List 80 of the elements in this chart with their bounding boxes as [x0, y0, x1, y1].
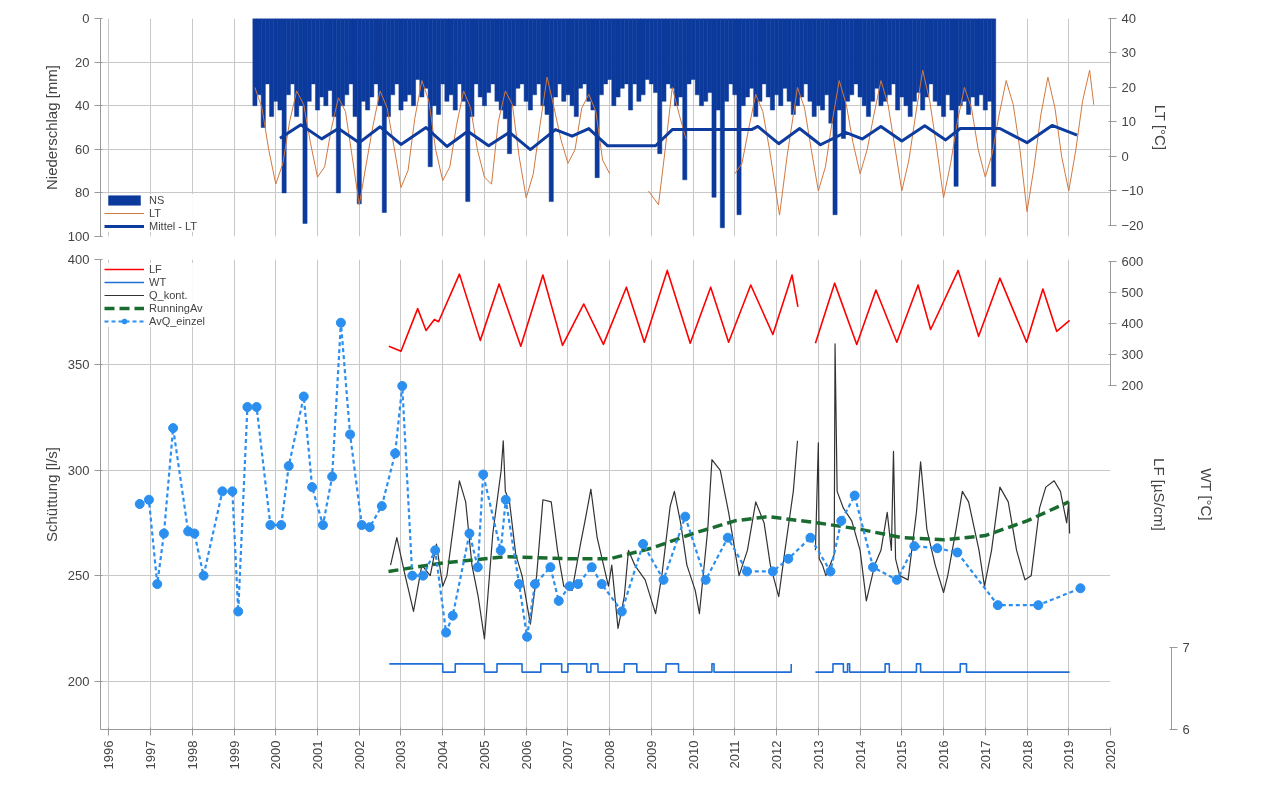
y-tick-label: 200 — [67, 673, 90, 689]
x-tick-label: 1996 — [101, 740, 117, 770]
y-tick-label: 250 — [67, 568, 90, 584]
y-tick-label: 20 — [75, 54, 90, 70]
bar — [941, 18, 946, 117]
bar — [628, 18, 633, 111]
legend-label: RunningAv — [149, 302, 203, 314]
y2-tick-label: 30 — [1121, 45, 1136, 61]
x-tick-label: 2007 — [560, 740, 576, 770]
y2-tick-label: −10 — [1121, 183, 1144, 199]
y2-tick-label: 300 — [1121, 347, 1144, 363]
x-tick-label: 2003 — [393, 740, 409, 770]
bar — [907, 18, 913, 117]
bar — [778, 18, 784, 106]
legend-label: AvQ_einzel — [149, 315, 206, 327]
y-tick-label: 300 — [67, 462, 90, 478]
x-tick-label: 2006 — [518, 740, 534, 770]
x-tick-label: 2014 — [852, 740, 868, 770]
legend-label: NS — [149, 194, 166, 206]
y-tick-label: 40 — [75, 98, 90, 114]
y2-tick-label: 500 — [1121, 284, 1144, 300]
bar — [573, 18, 579, 117]
x-tick-label: 2016 — [936, 740, 952, 770]
x-tick-label: 2010 — [685, 740, 701, 770]
x-tick-label: 2008 — [602, 740, 618, 770]
bar — [820, 18, 825, 111]
y-tick-label: 0 — [82, 11, 90, 26]
y3-tick-label: 6 — [1182, 722, 1190, 737]
x-tick-label: 1998 — [184, 740, 200, 770]
y2-tick-label: −20 — [1121, 217, 1144, 233]
legend-label: WT — [149, 276, 168, 288]
bar — [974, 18, 980, 106]
x-tick-label: 2005 — [476, 740, 492, 770]
y-axis-title: Schüttung [l/s] — [42, 446, 60, 543]
legend-label: LT — [149, 207, 163, 219]
x-tick-label: 2019 — [1061, 740, 1077, 770]
y-tick-label: 60 — [75, 141, 90, 157]
bar — [770, 18, 775, 111]
legend-label: Mittel - LT — [149, 220, 198, 232]
bar — [882, 18, 888, 102]
x-tick-label: 2004 — [435, 740, 451, 770]
x-tick-label: 2009 — [643, 740, 659, 770]
y2-tick-label: 0 — [1121, 148, 1129, 164]
x-tick-label: 2015 — [894, 740, 910, 770]
bar — [436, 18, 441, 115]
x-tick-label: 2012 — [769, 740, 785, 770]
y2-tick-label: 10 — [1121, 114, 1136, 130]
y2-tick-label: 600 — [1121, 253, 1144, 269]
legend-label: Q_kont. — [149, 289, 188, 301]
x-tick-label: 2001 — [310, 740, 326, 770]
y3-axis-title: WT [°C] — [1197, 468, 1215, 521]
x-tick-label: 2011 — [727, 740, 743, 769]
legend-label: LF — [149, 263, 163, 275]
bar — [323, 18, 329, 106]
x-tick-label: 2018 — [1019, 740, 1035, 770]
bar — [932, 18, 938, 102]
line-series — [386, 500, 1071, 574]
y2-axis-title: LT [°C] — [1151, 104, 1169, 151]
y-axis-title: Niederschlag [mm] — [42, 64, 60, 191]
x-tick-label: 2013 — [810, 740, 826, 770]
y-tick-label: 350 — [67, 357, 90, 373]
y2-tick-label: 200 — [1121, 378, 1144, 394]
bar — [411, 18, 416, 106]
bar — [811, 18, 817, 117]
x-tick-label: 2020 — [1103, 740, 1118, 770]
y-tick-label: 400 — [67, 252, 90, 267]
x-tick-label: 2000 — [268, 740, 284, 770]
x-tick-label: 1999 — [226, 740, 242, 770]
bar — [398, 18, 404, 111]
y3-tick-label: 7 — [1182, 639, 1190, 655]
x-tick-label: 1997 — [143, 740, 159, 770]
y2-tick-label: 40 — [1121, 11, 1136, 26]
x-tick-label: 2002 — [351, 740, 367, 770]
y-tick-label: 100 — [67, 229, 90, 244]
y2-tick-label: 400 — [1121, 316, 1144, 332]
y2-axis-title: LF [µS/cm] — [1151, 458, 1169, 531]
y-tick-label: 80 — [75, 185, 90, 201]
x-tick-label: 2017 — [977, 740, 993, 770]
bar — [452, 18, 458, 111]
y2-tick-label: 20 — [1121, 79, 1136, 95]
